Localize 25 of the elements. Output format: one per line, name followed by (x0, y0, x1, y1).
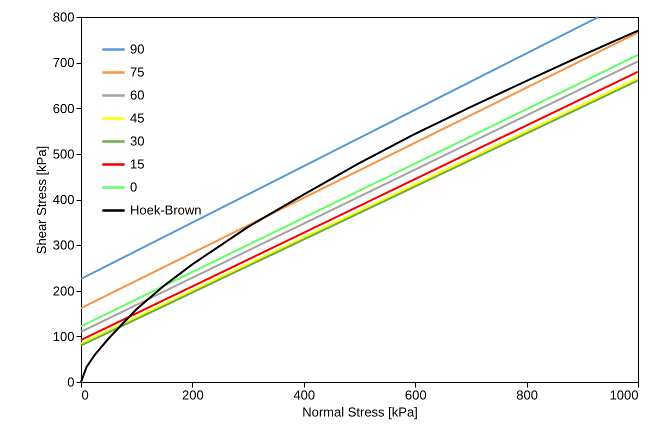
x-tick-label: 200 (182, 388, 204, 402)
legend-label: 15 (130, 156, 144, 172)
x-tick-label: 1000 (610, 388, 638, 402)
y-axis-title: Shear Stress [kPa] (34, 146, 49, 254)
x-tick-label: 600 (404, 388, 427, 402)
y-tick-label: 600 (52, 100, 74, 116)
legend-label: Hoek-Brown (130, 202, 202, 218)
y-tick-label: 500 (52, 146, 74, 162)
y-tick-label: 100 (52, 328, 74, 344)
legend-label: 45 (130, 110, 144, 126)
legend-label: 75 (130, 64, 144, 80)
legend-label: 60 (130, 88, 144, 102)
y-tick-label: 700 (52, 55, 74, 70)
y-tick-label: 800 (52, 10, 74, 24)
legend-label: 90 (130, 42, 144, 56)
y-tick-label: 300 (52, 238, 74, 253)
legend-label: 0 (130, 180, 138, 194)
x-tick-label: 400 (293, 388, 316, 402)
x-axis-title: Normal Stress [kPa] (302, 404, 418, 420)
y-tick-label: 400 (52, 192, 74, 207)
y-tick-label: 0 (67, 374, 74, 390)
x-tick-label: 800 (516, 388, 538, 402)
x-tick-label: 0 (82, 388, 89, 402)
legend-label: 30 (130, 134, 144, 148)
y-tick-label: 200 (52, 283, 74, 298)
